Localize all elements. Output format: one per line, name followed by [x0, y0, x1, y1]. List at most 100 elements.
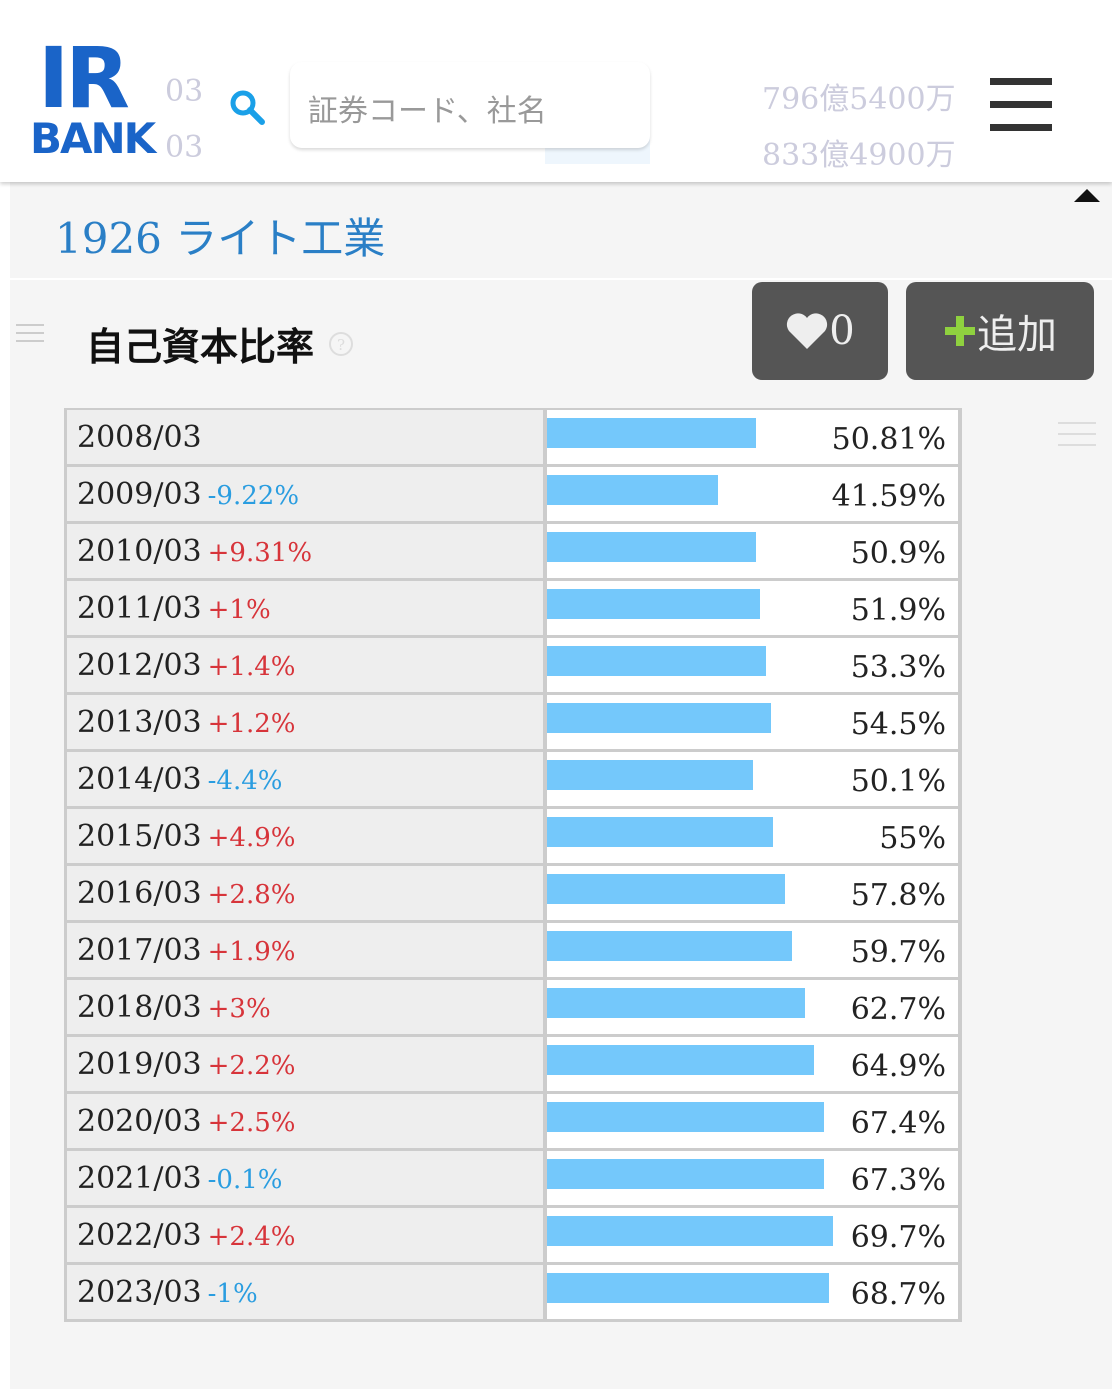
period: 2018/03 +3%	[77, 990, 271, 1025]
change: +1%	[207, 595, 271, 625]
change: +4.9%	[207, 823, 296, 853]
company-title[interactable]: 1926 ライト工業	[55, 214, 386, 263]
bar	[547, 589, 761, 619]
search-placeholder: 証券コード、社名	[308, 94, 547, 129]
period-cell: 2022/03 +2.4%	[67, 1208, 545, 1262]
change: -0.1%	[207, 1165, 283, 1195]
change: +1.9%	[207, 937, 296, 967]
period: 2014/03 -4.4%	[77, 762, 283, 797]
change: +3%	[207, 994, 271, 1024]
heart-icon	[787, 313, 828, 349]
value-label: 59.7%	[850, 935, 946, 970]
bar	[547, 532, 757, 562]
bar	[547, 1273, 830, 1303]
change: +2.5%	[207, 1108, 296, 1138]
value-cell: 50.9%	[547, 524, 958, 578]
bar	[547, 1102, 824, 1132]
change: +2.8%	[207, 880, 296, 910]
change: -4.4%	[207, 766, 283, 796]
period: 2020/03 +2.5%	[77, 1104, 296, 1139]
period: 2008/03	[77, 420, 202, 455]
menu-button[interactable]	[990, 78, 1052, 132]
period-cell: 2020/03 +2.5%	[67, 1094, 545, 1148]
period-cell: 2010/03 +9.31%	[67, 524, 545, 578]
value-cell: 67.4%	[547, 1094, 958, 1148]
value-label: 51.9%	[850, 593, 946, 628]
add-button[interactable]: 追加	[906, 282, 1094, 380]
value-label: 41.59%	[831, 479, 946, 514]
change: +2.2%	[207, 1051, 296, 1081]
value-cell: 68.7%	[547, 1265, 958, 1319]
period-cell: 2016/03 +2.8%	[67, 866, 545, 920]
period-cell: 2008/03	[67, 410, 545, 464]
bar	[547, 988, 805, 1018]
value-label: 50.9%	[850, 536, 946, 571]
bar	[547, 931, 793, 961]
period: 2009/03 -9.22%	[77, 477, 300, 512]
bar	[547, 760, 753, 790]
period: 2023/03 -1%	[77, 1275, 258, 1310]
bar	[547, 475, 718, 505]
logo-ir[interactable]: IR	[38, 29, 130, 127]
favorite-button[interactable]: 0	[752, 282, 888, 380]
bar	[547, 1045, 814, 1075]
period: 2012/03 +1.4%	[77, 648, 296, 683]
ratio-table: 2008/03 50.81% 2009/03 -9.22% 41.59% 2010/03 +…	[64, 408, 962, 1322]
background-text: 796億5400万	[762, 82, 956, 117]
value-label: 53.3%	[850, 650, 946, 685]
period-cell: 2015/03 +4.9%	[67, 809, 545, 863]
value-label: 69.7%	[850, 1220, 946, 1255]
section-title: 自己資本比率	[86, 324, 315, 369]
search-icon[interactable]	[228, 88, 266, 126]
background-text: 833億4900万	[762, 138, 956, 173]
bar	[547, 817, 774, 847]
bar	[547, 874, 785, 904]
value-cell: 64.9%	[547, 1037, 958, 1091]
bar	[547, 1216, 834, 1246]
value-cell: 53.3%	[547, 638, 958, 692]
period: 2013/03 +1.2%	[77, 705, 296, 740]
period-cell: 2011/03 +1%	[67, 581, 545, 635]
background-text: 03	[165, 74, 204, 109]
plus-icon	[945, 316, 975, 346]
value-cell: 41.59%	[547, 467, 958, 521]
value-label: 62.7%	[850, 992, 946, 1027]
value-cell: 55%	[547, 809, 958, 863]
svg-text:?: ?	[337, 336, 345, 354]
change: -1%	[207, 1279, 258, 1309]
period: 2010/03 +9.31%	[77, 534, 313, 569]
help-icon[interactable]: ?	[328, 331, 354, 357]
bar	[547, 703, 771, 733]
header: 03 03 796億5400万 833億4900万 IR BANK 証券コード、…	[0, 0, 1112, 182]
value-cell: 62.7%	[547, 980, 958, 1034]
change: +2.4%	[207, 1222, 296, 1252]
search-input[interactable]: 証券コード、社名	[290, 62, 650, 148]
logo-bank[interactable]: BANK	[30, 114, 156, 163]
drag-handle	[16, 324, 44, 342]
period-cell: 2013/03 +1.2%	[67, 695, 545, 749]
period: 2022/03 +2.4%	[77, 1218, 296, 1253]
change: +9.31%	[207, 538, 313, 568]
divider	[0, 278, 1112, 280]
value-label: 55%	[879, 821, 946, 856]
value-label: 54.5%	[850, 707, 946, 742]
change: +1.4%	[207, 652, 296, 682]
value-cell: 59.7%	[547, 923, 958, 977]
scroll-top[interactable]	[1072, 186, 1102, 204]
value-cell: 54.5%	[547, 695, 958, 749]
bar	[547, 646, 767, 676]
value-cell: 67.3%	[547, 1151, 958, 1205]
value-label: 50.81%	[831, 422, 946, 457]
value-cell: 69.7%	[547, 1208, 958, 1262]
period: 2011/03 +1%	[77, 591, 271, 626]
value-cell: 51.9%	[547, 581, 958, 635]
period-cell: 2012/03 +1.4%	[67, 638, 545, 692]
drag-handle	[1058, 422, 1096, 446]
period: 2017/03 +1.9%	[77, 933, 296, 968]
value-label: 68.7%	[850, 1277, 946, 1312]
period-cell: 2014/03 -4.4%	[67, 752, 545, 806]
value-cell: 50.81%	[547, 410, 958, 464]
bar	[547, 1159, 824, 1189]
period: 2015/03 +4.9%	[77, 819, 296, 854]
